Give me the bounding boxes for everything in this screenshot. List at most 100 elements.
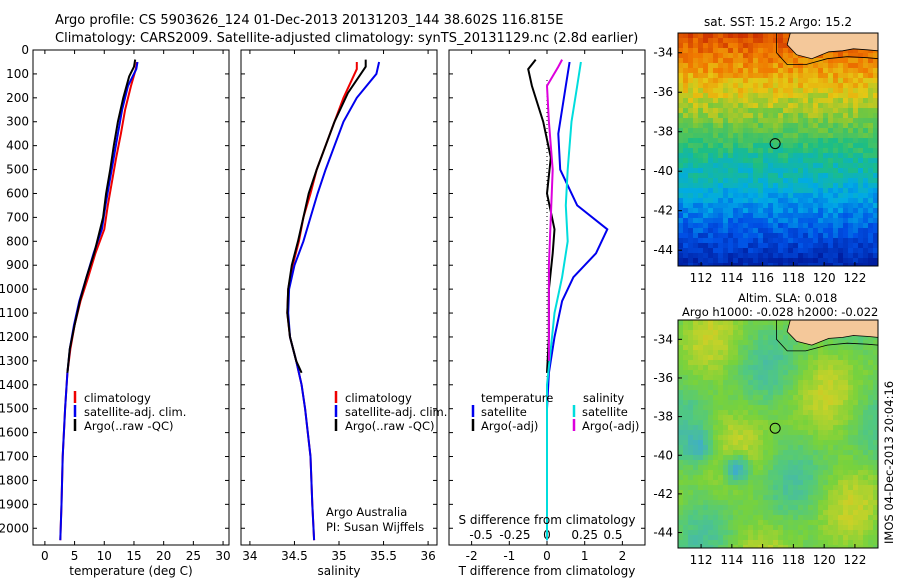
sst-cell [693,228,698,233]
sst-cell [733,58,738,63]
sla-cell [678,435,683,440]
sst-cell [863,213,868,218]
sla-cell [698,450,703,455]
sla-cell [843,370,848,375]
sst-cell [808,168,813,173]
sla-cell [723,495,728,500]
sla-cell [873,465,878,470]
sst-cell [733,168,738,173]
sla-cell [683,370,688,375]
sst-cell [778,33,783,38]
sst-cell [753,178,758,183]
sst-cell [713,218,718,223]
sst-cell [803,58,808,63]
map-y-tick-label: -42 [653,487,673,501]
sla-cell [828,500,833,505]
sst-cell [693,183,698,188]
sla-cell [723,330,728,335]
sla-cell [763,365,768,370]
sst-cell [718,98,723,103]
sla-cell [848,545,853,548]
sla-cell [838,445,843,450]
sst-cell [688,253,693,258]
sst-cell [808,218,813,223]
sst-cell [868,88,873,93]
sla-cell [738,425,743,430]
sla-cell [853,415,858,420]
sla-cell [863,500,868,505]
sst-cell [693,63,698,68]
sst-cell [713,103,718,108]
sla-cell [873,420,878,425]
sst-cell [698,253,703,258]
sst-cell [808,88,813,93]
sst-cell [748,83,753,88]
sst-cell [788,58,793,63]
sst-cell [708,78,713,83]
sst-cell [773,88,778,93]
sst-cell [858,193,863,198]
sst-cell [788,83,793,88]
sst-cell [723,233,728,238]
sst-cell [738,188,743,193]
sla-cell [873,350,878,355]
sst-cell [688,53,693,58]
sst-cell [748,183,753,188]
sla-cell [693,360,698,365]
sst-cell [868,263,873,266]
x-tick-label: 15 [126,549,141,563]
sla-cell [863,415,868,420]
sst-cell [813,178,818,183]
sla-cell [788,360,793,365]
sst-cell [708,153,713,158]
sla-cell [683,330,688,335]
sla-cell [733,335,738,340]
sla-cell [768,355,773,360]
x-tick-label-top: -0.5 [469,528,492,542]
sla-cell [853,450,858,455]
sla-cell [773,380,778,385]
sst-cell [793,228,798,233]
sst-cell [873,178,878,183]
profile-layer: 0100200300400500600700800900100011001200… [0,43,645,563]
sla-cell [698,340,703,345]
sst-cell [843,223,848,228]
imos-timestamp: IMOS 04-Dec-2013 20:04:16 [882,381,896,544]
sla-cell [813,540,818,545]
sla-cell [768,500,773,505]
sla-cell [688,525,693,530]
sst-cell [748,103,753,108]
sla-cell [763,345,768,350]
sst-cell [753,73,758,78]
sla-cell [723,535,728,540]
sla-cell [788,335,793,340]
sla-cell [863,440,868,445]
sst-cell [718,253,723,258]
sst-map-axes: 112 114 116 118 120 122-34-36-38-40-42-44 [653,46,866,285]
sst-cell [788,213,793,218]
sst-cell [758,183,763,188]
sst-cell [743,228,748,233]
sla-cell [793,460,798,465]
sla-cell [818,535,823,540]
sla-cell [753,340,758,345]
sla-cell [858,465,863,470]
sla-cell [688,480,693,485]
sla-cell [788,355,793,360]
sla-cell [848,410,853,415]
sla-cell [863,405,868,410]
sst-cell [788,143,793,148]
difference-xlabel-top: S difference from climatology [459,513,636,527]
sla-cell [793,380,798,385]
sst-cell [858,188,863,193]
sst-cell [863,83,868,88]
sla-cell [813,430,818,435]
map-y-tick-label: -40 [653,448,673,462]
sst-cell [803,243,808,248]
sla-cell [708,400,713,405]
sst-cell [758,93,763,98]
x-tick-label: -1 [503,549,515,563]
sst-cell [693,118,698,123]
sla-cell [743,540,748,545]
sla-cell [748,380,753,385]
